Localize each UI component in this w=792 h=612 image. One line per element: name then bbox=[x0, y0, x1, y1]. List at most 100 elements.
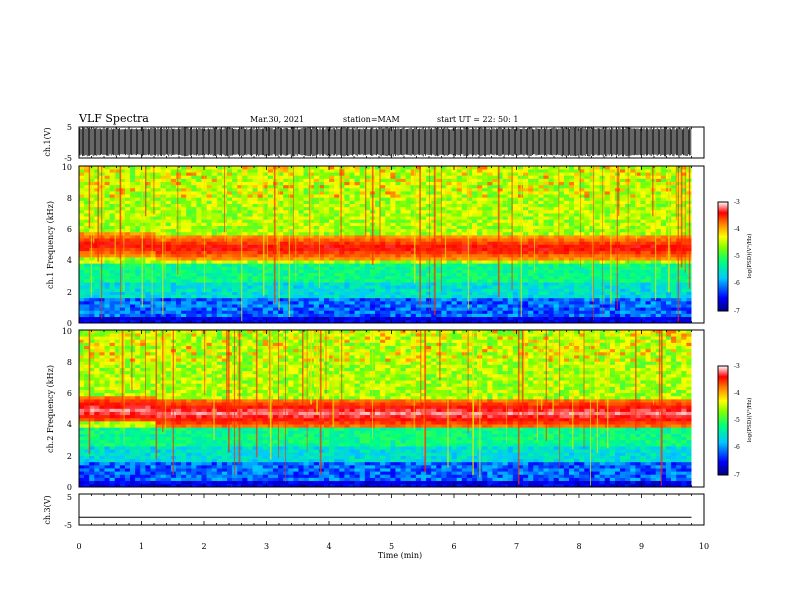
spectrogram-cell bbox=[253, 273, 258, 276]
spectrogram-cell bbox=[145, 282, 150, 285]
spectrogram-cell bbox=[171, 235, 176, 238]
spectrogram-cell bbox=[156, 248, 161, 251]
spectrogram-cell bbox=[487, 185, 492, 188]
waveform-ch1-ylabel: ch.1(V) bbox=[43, 127, 52, 156]
spectrogram-cell bbox=[462, 276, 467, 279]
spectrogram-cell bbox=[176, 219, 181, 222]
spectrogram-cell bbox=[477, 314, 482, 317]
spectrogram-cell bbox=[329, 307, 334, 310]
spectrogram-cell bbox=[222, 257, 227, 260]
spectrogram-cell bbox=[242, 295, 247, 298]
spectrogram-cell bbox=[298, 245, 303, 248]
spectrogram-cell bbox=[125, 307, 130, 310]
spectrogram-cell bbox=[242, 276, 247, 279]
spectrogram-cell bbox=[232, 197, 237, 200]
spectrogram-cell bbox=[135, 254, 140, 257]
spectrogram-cell bbox=[176, 185, 181, 188]
spectrogram-cell bbox=[130, 213, 135, 216]
spectrogram-cell bbox=[79, 213, 84, 216]
spectrogram-cell bbox=[212, 292, 217, 295]
spectrogram-cell bbox=[79, 169, 84, 172]
spectrogram-cell bbox=[105, 204, 110, 207]
spectrogram-cell bbox=[84, 191, 89, 194]
spectrogram-cell bbox=[329, 248, 334, 251]
spectrogram-cell bbox=[309, 317, 314, 320]
spectrogram-cell bbox=[120, 314, 125, 317]
spectrogram-cell bbox=[150, 238, 155, 241]
spectrogram-cell bbox=[360, 229, 365, 232]
spectrogram-cell bbox=[186, 216, 191, 219]
spectrogram-cell bbox=[253, 263, 258, 266]
spectrogram-cell bbox=[191, 232, 196, 235]
spectrogram-cell bbox=[171, 169, 176, 172]
spectrogram-cell bbox=[324, 207, 329, 210]
spectrogram-cell bbox=[314, 276, 319, 279]
spectrogram-cell bbox=[375, 307, 380, 310]
spectrogram-cell bbox=[242, 245, 247, 248]
spectrogram-cell bbox=[390, 179, 395, 182]
spectrogram-cell bbox=[436, 185, 441, 188]
spectrogram-cell bbox=[232, 166, 237, 169]
spectrogram-cell bbox=[492, 254, 497, 257]
spectrogram-cell bbox=[360, 282, 365, 285]
spectrogram-cell bbox=[130, 216, 135, 219]
spectrogram-cell bbox=[156, 298, 161, 301]
spectrogram-cell bbox=[84, 179, 89, 182]
spectrogram-cell bbox=[125, 197, 130, 200]
spectrogram-cell bbox=[314, 266, 319, 269]
spectrogram-cell bbox=[150, 232, 155, 235]
spectrogram-cell bbox=[268, 238, 273, 241]
spectrogram-cell bbox=[401, 276, 406, 279]
spectrogram-cell bbox=[298, 292, 303, 295]
spectrogram-cell bbox=[110, 263, 115, 266]
spectrogram-cell bbox=[355, 179, 360, 182]
spectrogram-cell bbox=[334, 191, 339, 194]
spectrogram-cell bbox=[298, 298, 303, 301]
spectrogram-cell bbox=[385, 197, 390, 200]
spectrogram-cell bbox=[365, 257, 370, 260]
spectrogram-cell bbox=[355, 257, 360, 260]
spectrogram-cell bbox=[156, 216, 161, 219]
spectrogram-cell bbox=[380, 248, 385, 251]
spectrogram-cell bbox=[202, 288, 207, 291]
spectrogram-cell bbox=[258, 172, 263, 175]
spectrogram-cell bbox=[186, 288, 191, 291]
spectrogram-cell bbox=[457, 194, 462, 197]
spectrogram-cell bbox=[145, 245, 150, 248]
spectrogram-cell bbox=[150, 241, 155, 244]
spectrogram-cell bbox=[196, 223, 201, 226]
spectrogram-cell bbox=[329, 270, 334, 273]
spectrogram-cell bbox=[161, 317, 166, 320]
spectrogram-cell bbox=[125, 219, 130, 222]
spectrogram-cell bbox=[227, 248, 232, 251]
spectrogram-cell bbox=[503, 210, 508, 213]
spectrogram-cell bbox=[324, 270, 329, 273]
spectrogram-cell bbox=[181, 285, 186, 288]
spectrogram-cell bbox=[298, 235, 303, 238]
spectrogram-cell bbox=[314, 213, 319, 216]
spectrogram-cell bbox=[339, 172, 344, 175]
spectrogram-cell bbox=[472, 248, 477, 251]
spectrogram-cell bbox=[324, 254, 329, 257]
spectrogram-cell bbox=[232, 279, 237, 282]
spectrogram-cell bbox=[457, 257, 462, 260]
spectrogram-cell bbox=[421, 210, 426, 213]
spectrogram-cell bbox=[426, 317, 431, 320]
spectrogram-cell bbox=[492, 314, 497, 317]
spectrogram-cell bbox=[411, 285, 416, 288]
spectrogram-cell bbox=[492, 201, 497, 204]
spectrogram-cell bbox=[426, 185, 431, 188]
spectrogram-cell bbox=[482, 266, 487, 269]
spectrogram-cell bbox=[421, 188, 426, 191]
spectrogram-cell bbox=[344, 191, 349, 194]
spectrogram-cell bbox=[202, 172, 207, 175]
spectrogram-cell bbox=[263, 317, 268, 320]
spectrogram-cell bbox=[232, 257, 237, 260]
spectrogram-cell bbox=[253, 241, 258, 244]
spectrogram-cell bbox=[171, 301, 176, 304]
spectrogram-cell bbox=[166, 241, 171, 244]
spectrogram-cell bbox=[385, 194, 390, 197]
spectrogram-cell bbox=[482, 185, 487, 188]
spectrogram-cell bbox=[283, 229, 288, 232]
spectrogram-cell bbox=[196, 254, 201, 257]
